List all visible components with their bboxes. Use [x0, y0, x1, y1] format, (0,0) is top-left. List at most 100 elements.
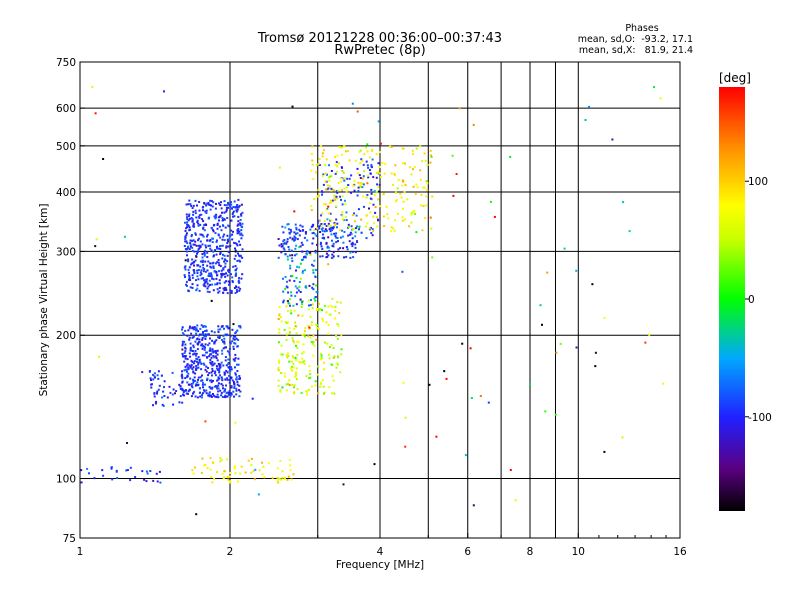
data-point	[320, 357, 323, 360]
data-point	[341, 229, 344, 232]
data-point	[195, 327, 198, 330]
data-point	[338, 312, 341, 314]
data-point	[373, 463, 376, 466]
data-point	[197, 224, 200, 227]
data-point	[351, 102, 354, 105]
data-point	[559, 342, 562, 345]
data-point	[294, 356, 297, 359]
data-point	[146, 472, 149, 475]
data-point	[319, 243, 322, 246]
data-point	[375, 191, 378, 194]
data-point	[373, 222, 375, 225]
data-point	[411, 149, 414, 152]
data-point	[197, 269, 200, 271]
y-tick-label: 300	[56, 246, 76, 258]
data-point	[429, 149, 432, 152]
data-point	[192, 378, 195, 381]
data-point	[357, 186, 360, 189]
data-point	[278, 305, 281, 308]
data-point	[231, 328, 234, 331]
data-point	[179, 385, 182, 388]
data-point	[94, 112, 97, 115]
data-point	[406, 198, 409, 201]
data-point	[301, 300, 304, 303]
data-point	[197, 366, 200, 369]
data-point	[312, 264, 315, 267]
data-point	[150, 386, 153, 389]
data-point	[234, 465, 236, 468]
data-point	[314, 228, 317, 231]
data-point	[354, 243, 357, 246]
data-point	[330, 219, 333, 222]
data-point	[377, 186, 380, 189]
data-point	[205, 370, 208, 373]
data-point	[211, 241, 214, 244]
data-point	[225, 246, 228, 249]
data-point	[328, 246, 330, 249]
data-point	[209, 337, 211, 340]
data-point	[184, 347, 187, 350]
data-point	[215, 253, 218, 256]
data-point	[421, 229, 424, 232]
data-point	[233, 385, 236, 388]
data-point	[378, 151, 381, 154]
data-point	[205, 209, 208, 212]
data-point	[426, 189, 429, 192]
data-point	[221, 384, 224, 387]
data-point	[435, 435, 438, 438]
data-point	[163, 380, 166, 383]
data-point	[321, 152, 324, 155]
data-point	[235, 393, 238, 396]
data-point	[333, 194, 336, 197]
data-point	[328, 212, 331, 215]
data-point	[479, 395, 482, 397]
data-point	[464, 454, 467, 457]
data-point	[371, 148, 374, 151]
data-point	[337, 356, 339, 359]
data-point	[191, 350, 194, 352]
data-point	[203, 345, 206, 348]
data-point	[239, 287, 242, 290]
data-point	[238, 375, 241, 377]
data-point	[191, 240, 194, 242]
data-point	[182, 389, 185, 392]
data-point	[319, 308, 322, 310]
data-point	[278, 361, 281, 364]
data-point	[222, 235, 225, 238]
data-point	[191, 361, 194, 363]
data-point	[363, 205, 365, 208]
data-point	[234, 373, 237, 376]
data-point	[278, 359, 281, 362]
data-point	[329, 225, 332, 228]
data-point	[298, 361, 301, 364]
data-point	[192, 371, 195, 374]
data-point	[192, 213, 195, 216]
data-point	[385, 205, 388, 208]
data-point	[209, 244, 212, 247]
data-point	[359, 184, 362, 187]
data-point	[196, 348, 199, 351]
data-point	[205, 278, 208, 281]
data-point	[345, 246, 348, 248]
data-point	[390, 230, 393, 233]
data-point	[395, 199, 398, 202]
data-point	[387, 217, 390, 220]
data-point	[206, 377, 209, 380]
data-point	[378, 183, 381, 186]
data-point	[305, 375, 308, 378]
data-point	[235, 376, 238, 379]
data-point	[210, 200, 213, 203]
data-point	[208, 272, 211, 275]
data-point	[309, 336, 312, 339]
data-point	[206, 333, 209, 336]
data-point	[237, 215, 240, 218]
data-point	[199, 223, 202, 226]
data-point	[301, 258, 304, 261]
data-point	[184, 355, 187, 357]
data-point	[340, 166, 343, 169]
data-point	[298, 266, 301, 269]
data-point	[193, 250, 196, 253]
data-point	[295, 358, 298, 361]
data-point	[203, 282, 206, 285]
